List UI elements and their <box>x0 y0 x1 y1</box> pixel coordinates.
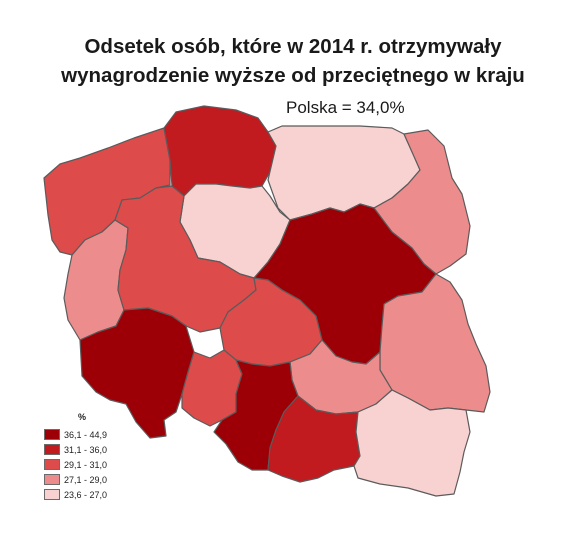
legend-swatch <box>44 444 60 455</box>
legend-item: 23,6 - 27,0 <box>44 487 107 502</box>
title-line-1: Odsetek osób, które w 2014 r. otrzymywał… <box>84 35 502 58</box>
legend-item: 36,1 - 44,9 <box>44 427 107 442</box>
legend-label: 29,1 - 31,0 <box>64 459 108 470</box>
national-average-label: Polska = 34,0% <box>286 98 405 117</box>
legend-title: % <box>78 412 87 422</box>
legend-label: 23,6 - 27,0 <box>64 489 108 500</box>
legend-label: 36,1 - 44,9 <box>64 429 108 440</box>
legend-swatch <box>44 429 60 440</box>
legend-swatch <box>44 474 60 485</box>
legend: % 36,1 - 44,9 31,1 - 36,0 29,1 - 31,0 27… <box>44 412 107 502</box>
region-malopolskie[interactable] <box>267 395 361 483</box>
title-line-2: wynagrodzenie wyższe od przeciętnego w k… <box>61 64 525 87</box>
region-pomorskie[interactable] <box>163 105 277 197</box>
legend-swatch <box>44 489 60 500</box>
map-title: Odsetek osób, które w 2014 r. otrzymywał… <box>0 32 586 90</box>
legend-label: 31,1 - 36,0 <box>64 444 108 455</box>
legend-swatch <box>44 459 60 470</box>
legend-item: 31,1 - 36,0 <box>44 442 107 457</box>
region-dolnoslaskie[interactable] <box>79 307 195 439</box>
region-podkarpackie[interactable] <box>353 389 471 497</box>
legend-item: 29,1 - 31,0 <box>44 457 107 472</box>
legend-item: 27,1 - 29,0 <box>44 472 107 487</box>
legend-label: 27,1 - 29,0 <box>64 474 108 485</box>
